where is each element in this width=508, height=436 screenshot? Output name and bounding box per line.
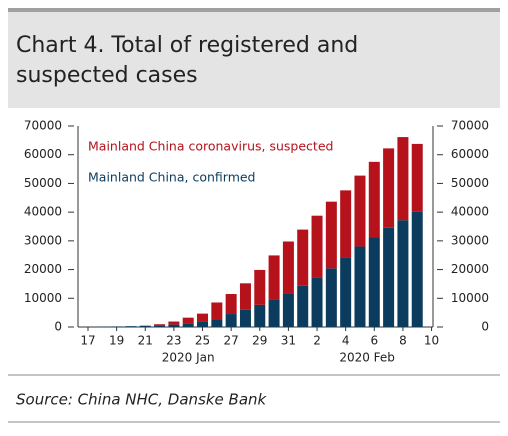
bar-segment — [182, 317, 194, 324]
y2-tick-label: 40000 — [451, 205, 489, 219]
bar-segment — [411, 211, 423, 327]
bar-segment — [383, 148, 395, 228]
top-rule — [8, 8, 500, 12]
bar-segment — [311, 215, 323, 278]
x-group-label: 2020 Jan — [162, 351, 215, 365]
bar-segment — [239, 283, 251, 310]
bar-segment — [397, 137, 409, 221]
x-tick-label: 4 — [342, 334, 350, 348]
y2-tick-label: 0 — [481, 320, 489, 334]
bar-segment — [125, 326, 137, 327]
bar-segment — [239, 309, 251, 327]
chart-title: Chart 4. Total of registered and — [16, 33, 358, 58]
x-tick-label: 8 — [399, 334, 407, 348]
bar-segment — [268, 299, 280, 327]
bar-segment — [311, 277, 323, 327]
legend-entry: Mainland China coronavirus, suspected — [88, 139, 333, 154]
bar-segment — [383, 227, 395, 327]
x-tick-label: 25 — [195, 334, 210, 348]
bar-segment — [211, 319, 223, 327]
y2-tick-label: 50000 — [451, 176, 489, 190]
x-group-label: 2020 Feb — [339, 351, 395, 365]
bar-segment — [368, 237, 380, 327]
title-band — [8, 8, 500, 108]
bar-segment — [297, 285, 309, 327]
bar-segment — [325, 268, 337, 327]
y2-tick-label: 30000 — [451, 233, 489, 247]
bar-segment — [268, 255, 280, 300]
bar-segment — [111, 326, 123, 327]
bar-segment — [368, 161, 380, 238]
bar-segment — [197, 321, 209, 327]
y-tick-label: 60000 — [24, 147, 62, 161]
source: Source: China NHC, Danske Bank — [16, 391, 268, 409]
x-tick-label: 17 — [80, 334, 95, 348]
bar-segment — [197, 313, 209, 322]
bar-segment — [254, 269, 266, 305]
y2-tick-label: 10000 — [451, 291, 489, 305]
y-tick-label: 70000 — [24, 119, 62, 133]
bar-segment — [297, 229, 309, 286]
legend-entry: Mainland China, confirmed — [88, 170, 256, 185]
bar-segment — [139, 325, 151, 327]
bar-segment — [154, 325, 166, 327]
x-tick-label: 29 — [252, 334, 267, 348]
bar-segment — [154, 324, 166, 326]
y2-tick-label: 70000 — [451, 119, 489, 133]
x-tick-label: 27 — [224, 334, 239, 348]
y-tick-label: 10000 — [24, 291, 62, 305]
bar-segment — [282, 241, 294, 294]
bar-segment — [225, 314, 237, 327]
bar-segment — [411, 143, 423, 212]
y-tick-label: 30000 — [24, 233, 62, 247]
bar-segment — [325, 201, 337, 269]
y2-tick-label: 20000 — [451, 262, 489, 276]
bar-segment — [354, 246, 366, 327]
chart-title: suspected cases — [16, 63, 198, 88]
bar-segment — [225, 294, 237, 315]
x-tick-label: 31 — [281, 334, 296, 348]
bar-segment — [168, 321, 180, 325]
y2-tick-label: 60000 — [451, 147, 489, 161]
y-tick-label: 20000 — [24, 262, 62, 276]
y-tick-label: 50000 — [24, 176, 62, 190]
bar-segment — [182, 323, 194, 327]
x-tick-label: 19 — [109, 334, 124, 348]
x-tick-label: 21 — [138, 334, 153, 348]
bar-segment — [340, 257, 352, 327]
x-tick-label: 6 — [370, 334, 378, 348]
bar-segment — [168, 324, 180, 327]
y-tick-label: 0 — [54, 320, 62, 334]
bar-segment — [282, 293, 294, 327]
bar-segment — [340, 190, 352, 258]
x-tick-label: 2 — [313, 334, 321, 348]
bar-segment — [354, 175, 366, 247]
bar-segment — [397, 220, 409, 327]
bar-segment — [211, 302, 223, 320]
x-tick-label: 23 — [166, 334, 181, 348]
bar-segment — [254, 304, 266, 327]
y-tick-label: 40000 — [24, 205, 62, 219]
x-tick-label: 10 — [424, 334, 439, 348]
